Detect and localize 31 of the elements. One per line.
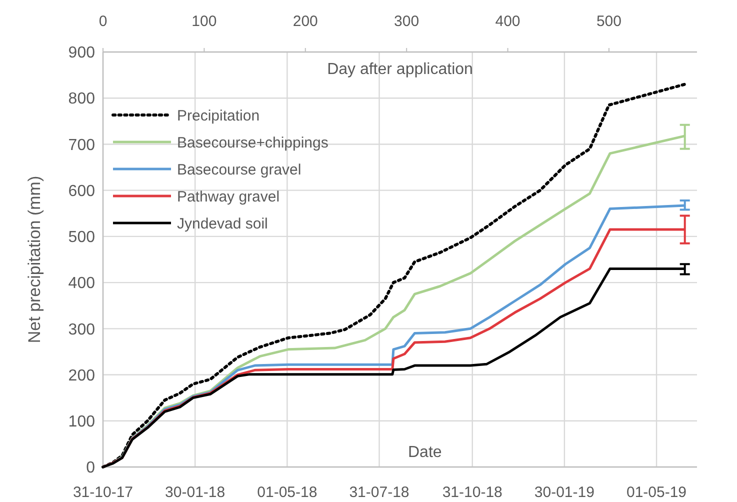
y-tick-label: 0	[86, 460, 96, 477]
x-tick-label: 30-01-18	[165, 484, 226, 501]
x2-axis-title: Day after application	[327, 61, 473, 78]
x-tick-label: 31-07-18	[349, 484, 410, 501]
x-tick-label: 01-05-19	[626, 484, 687, 501]
y-tick-label: 600	[68, 182, 96, 200]
legend-label: Jyndevad soil	[177, 215, 268, 232]
y-tick-label: 700	[68, 136, 96, 154]
x2-tick-label: 200	[292, 13, 318, 30]
y-tick-label: 900	[68, 44, 96, 62]
y-tick-label: 100	[68, 413, 96, 430]
y-tick-label: 300	[68, 321, 96, 338]
x-tick-label: 31-10-18	[442, 484, 502, 501]
x-axis-title: Date	[408, 444, 442, 461]
y-tick-label: 400	[68, 275, 96, 292]
legend-label: Pathway gravel	[177, 188, 280, 206]
x2-tick-label: 0	[98, 13, 108, 30]
y-axis-title: Net precipitation (mm)	[25, 176, 44, 344]
x-tick-label: 01-05-18	[257, 484, 318, 501]
y-tick-label: 200	[68, 367, 96, 384]
y-tick-label: 500	[68, 229, 96, 246]
x-tick-label: 30-01-19	[534, 484, 594, 501]
legend-label: Basecourse gravel	[177, 161, 302, 178]
x2-tick-label: 100	[192, 13, 217, 30]
legend-label: Precipitation	[177, 107, 260, 124]
x2-tick-label: 300	[394, 13, 420, 30]
y-tick-label: 800	[68, 90, 96, 108]
legend-label: Basecourse+chippings	[177, 134, 328, 152]
x2-tick-label: 500	[596, 13, 622, 30]
x2-tick-label: 400	[495, 13, 520, 30]
x-tick-label: 31-10-17	[72, 484, 134, 501]
